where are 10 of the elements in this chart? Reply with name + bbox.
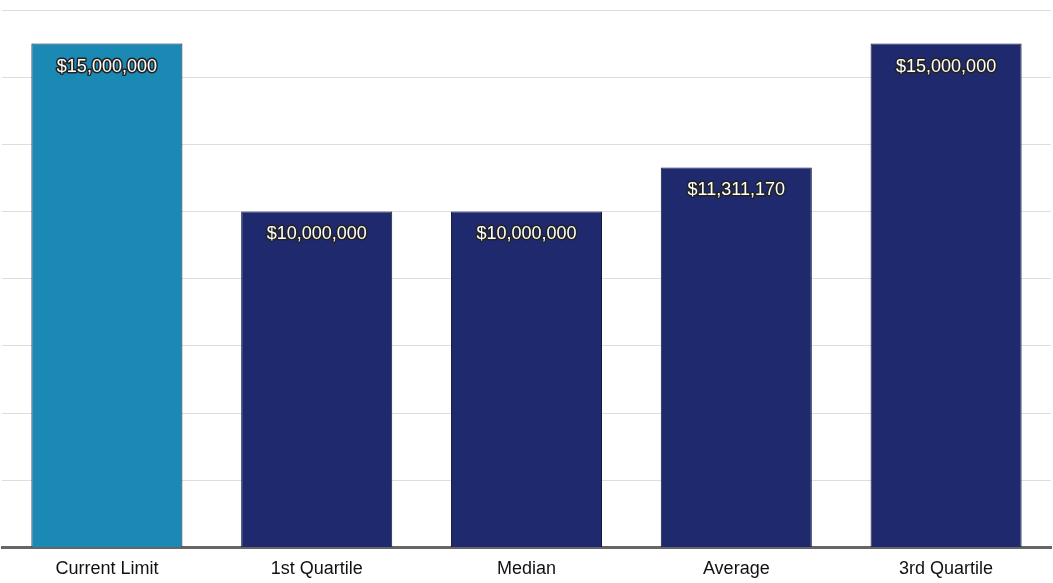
x-tick-label: 1st Quartile (270, 558, 363, 579)
data-label: $15,000,000 (56, 55, 157, 76)
data-label: $10,000,000 (266, 223, 367, 244)
data-label: $10,000,000 (476, 223, 577, 244)
x-tick-label: Median (496, 558, 557, 579)
x-tick-label: Current Limit (55, 558, 159, 579)
x-tick-label: 3rd Quartile (899, 558, 994, 579)
data-label: $11,311,170 (687, 179, 786, 200)
x-tick-label: Average (702, 558, 770, 579)
data-label: $15,000,000 (896, 55, 997, 76)
